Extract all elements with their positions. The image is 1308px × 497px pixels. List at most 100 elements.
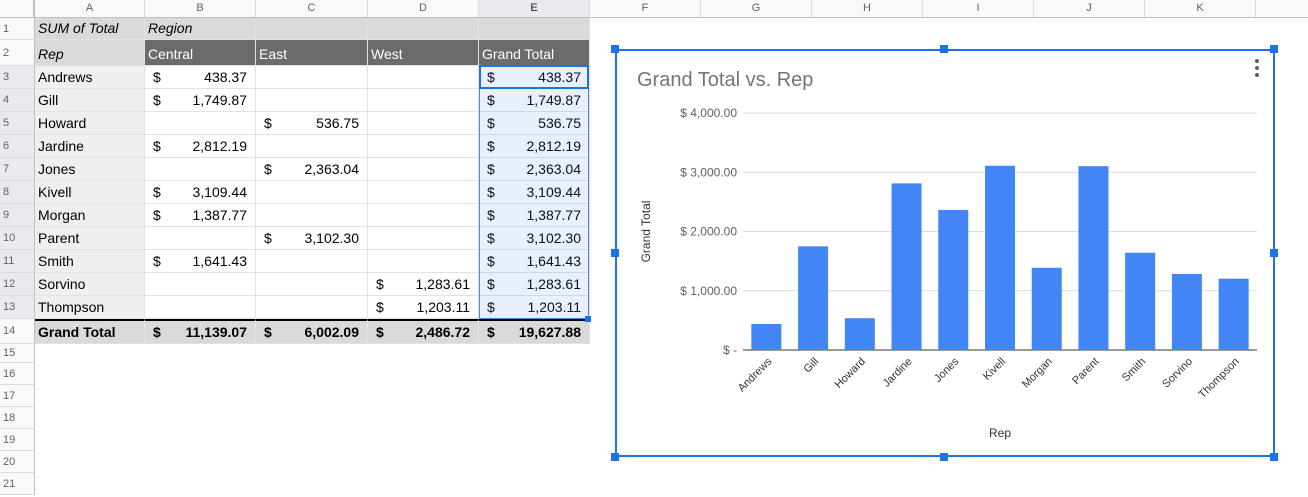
column-header-c[interactable]: C [256,0,368,17]
cell-rep-west[interactable] [368,181,479,204]
cell-rep-west[interactable] [368,204,479,227]
cell-rep-total[interactable]: $1,387.77 [479,204,590,227]
cell-grand-total-west[interactable]: $2,486.72 [368,319,479,344]
cell-rep-name[interactable]: Thompson [35,296,145,319]
active-cell[interactable] [479,65,589,89]
chart-resize-handle[interactable] [1270,453,1278,461]
column-header-b[interactable]: B [145,0,256,17]
cell-rep-name[interactable]: Sorvino [35,273,145,296]
cell-rep-west[interactable] [368,227,479,250]
cell-a14[interactable]: Grand Total [35,319,145,344]
chart-resize-handle[interactable] [611,45,619,53]
row-header-18[interactable]: 18 [0,407,35,429]
cell-rep-total[interactable]: $3,109.44 [479,181,590,204]
row-header-2[interactable]: 2 [0,40,35,66]
cell-rep-central[interactable] [145,296,256,319]
cell-rep-west[interactable] [368,66,479,89]
cell-region-west[interactable]: West [368,40,479,66]
cell-region-central[interactable]: Central [145,40,256,66]
row-header-3[interactable]: 3 [0,66,35,89]
cell-rep-east[interactable] [256,204,368,227]
chart-grand-total-vs-rep[interactable]: Grand Total vs. Rep $ - $ 1,000.00 $ 2,000… [615,49,1275,457]
row-header-19[interactable]: 19 [0,429,35,451]
cell-e2[interactable]: Grand Total [479,40,590,66]
cell-rep-name[interactable]: Jones [35,158,145,181]
row-header-1[interactable]: 1 [0,18,35,40]
cell-a1[interactable]: SUM of Total [35,18,145,40]
cell-rep-name[interactable]: Kivell [35,181,145,204]
cell-rep-central[interactable]: $3,109.44 [145,181,256,204]
row-header-10[interactable]: 10 [0,227,35,250]
cell-rep-total[interactable]: $1,749.87 [479,89,590,112]
cell-rep-central[interactable]: $1,749.87 [145,89,256,112]
cell-rep-total[interactable]: $536.75 [479,112,590,135]
cell-rep-central[interactable]: $438.37 [145,66,256,89]
cell-rep-name[interactable]: Andrews [35,66,145,89]
cell-rep-name[interactable]: Parent [35,227,145,250]
cell-rep-total[interactable]: $2,812.19 [479,135,590,158]
column-header-e[interactable]: E [479,0,590,17]
row-header-20[interactable]: 20 [0,451,35,473]
chart-resize-handle[interactable] [940,45,948,53]
cell-rep-central[interactable]: $1,641.43 [145,250,256,273]
cell-rep-central[interactable] [145,273,256,296]
chart-resize-handle[interactable] [940,453,948,461]
row-header-16[interactable]: 16 [0,363,35,385]
chart-resize-handle[interactable] [611,249,619,257]
cell-rep-west[interactable] [368,135,479,158]
cell-rep-east[interactable] [256,250,368,273]
cell-b1[interactable]: Region [145,18,256,40]
cell-rep-east[interactable]: $3,102.30 [256,227,368,250]
cell-rep-west[interactable]: $1,283.61 [368,273,479,296]
row-header-6[interactable]: 6 [0,135,35,158]
cell-rep-central[interactable]: $2,812.19 [145,135,256,158]
cell-e1[interactable] [479,18,590,40]
cell-rep-east[interactable] [256,66,368,89]
cell-rep-name[interactable]: Smith [35,250,145,273]
chart-resize-handle[interactable] [1270,45,1278,53]
cell-rep-east[interactable]: $536.75 [256,112,368,135]
cell-c1[interactable] [256,18,368,40]
column-header-f[interactable]: F [590,0,701,17]
cell-rep-central[interactable]: $1,387.77 [145,204,256,227]
row-header-15[interactable]: 15 [0,344,35,363]
row-header-8[interactable]: 8 [0,181,35,204]
column-header-i[interactable]: I [923,0,1034,17]
cell-rep-total[interactable]: $1,283.61 [479,273,590,296]
cell-rep-west[interactable] [368,89,479,112]
cell-rep-west[interactable] [368,112,479,135]
column-header-j[interactable]: J [1034,0,1145,17]
cell-rep-west[interactable] [368,158,479,181]
cell-rep-total[interactable]: $2,363.04 [479,158,590,181]
cell-rep-name[interactable]: Jardine [35,135,145,158]
cell-rep-east[interactable] [256,89,368,112]
row-header-4[interactable]: 4 [0,89,35,112]
cell-rep-west[interactable] [368,250,479,273]
cell-grand-total-central[interactable]: $11,139.07 [145,319,256,344]
cell-rep-east[interactable] [256,296,368,319]
column-header-k[interactable]: K [1145,0,1256,17]
column-header-g[interactable]: G [701,0,812,17]
cell-rep-east[interactable]: $2,363.04 [256,158,368,181]
cell-rep-east[interactable] [256,181,368,204]
cell-rep-total[interactable]: $1,641.43 [479,250,590,273]
cell-d1[interactable] [368,18,479,40]
column-header-a[interactable]: A [35,0,145,17]
cell-rep-central[interactable] [145,158,256,181]
fill-handle[interactable] [585,316,591,322]
row-header-9[interactable]: 9 [0,204,35,227]
row-header-14[interactable]: 14 [0,319,35,344]
row-header-13[interactable]: 13 [0,296,35,319]
row-header-12[interactable]: 12 [0,273,35,296]
cell-rep-central[interactable] [145,227,256,250]
cell-rep-name[interactable]: Morgan [35,204,145,227]
row-header-21[interactable]: 21 [0,473,35,495]
cell-a2[interactable]: Rep [35,40,145,66]
cell-rep-central[interactable] [145,112,256,135]
row-header-5[interactable]: 5 [0,112,35,135]
cell-rep-west[interactable]: $1,203.11 [368,296,479,319]
cell-rep-name[interactable]: Howard [35,112,145,135]
column-header-h[interactable]: H [812,0,923,17]
row-header-7[interactable]: 7 [0,158,35,181]
chart-resize-handle[interactable] [611,453,619,461]
